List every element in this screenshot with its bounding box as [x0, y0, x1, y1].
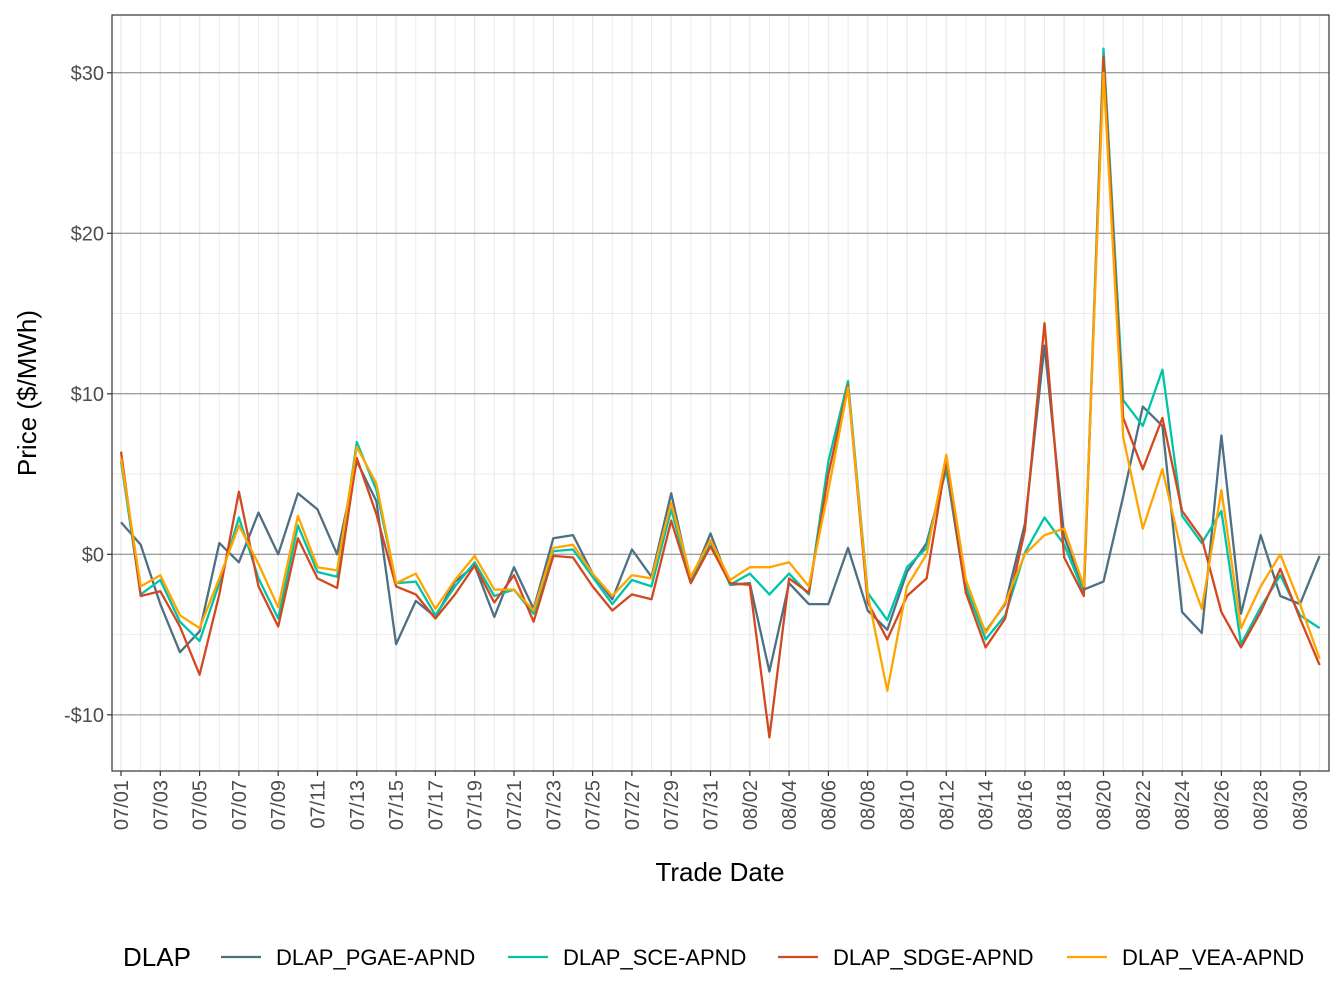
- x-tick-label: 08/24: [1172, 780, 1194, 830]
- y-axis-title: Price ($/MWh): [12, 310, 42, 476]
- x-axis-title: Trade Date: [655, 857, 784, 887]
- y-tick-label: $20: [71, 223, 104, 245]
- x-tick-label: 07/25: [583, 780, 605, 830]
- x-tick-label: 08/08: [858, 780, 880, 830]
- x-tick-label: 07/27: [622, 780, 644, 830]
- legend-label: DLAP_SCE-APND: [563, 945, 746, 970]
- y-tick-label: -$10: [64, 705, 104, 727]
- x-tick-label: 08/16: [1015, 780, 1037, 830]
- x-tick-label: 08/18: [1054, 780, 1076, 830]
- legend-label: DLAP_SDGE-APND: [833, 945, 1034, 970]
- x-tick-label: 08/14: [976, 780, 998, 830]
- x-tick-label: 07/05: [190, 780, 212, 830]
- x-tick-label: 08/20: [1094, 780, 1116, 830]
- x-tick-label: 07/15: [386, 780, 408, 830]
- x-tick-label: 07/19: [465, 780, 487, 830]
- legend-label: DLAP_PGAE-APND: [276, 945, 475, 970]
- x-tick-label: 07/01: [111, 780, 133, 830]
- x-tick-label: 07/09: [268, 780, 290, 830]
- x-tick-label: 08/02: [740, 780, 762, 830]
- x-tick-label: 07/03: [150, 780, 172, 830]
- legend-title: DLAP: [123, 942, 191, 972]
- plot-border: [111, 14, 1330, 772]
- x-axis: 07/01 07/03 07/05 07/07 07/09 07/11 07/13 07/15…: [111, 771, 1312, 830]
- series-line-dlap-sce-apnd: [119, 47, 1321, 646]
- x-tick-label: 08/26: [1211, 780, 1233, 830]
- x-tick-label: 07/13: [347, 780, 369, 830]
- x-tick-label: 07/11: [308, 780, 330, 829]
- y-tick-label: $30: [71, 63, 104, 85]
- y-tick-label: $10: [71, 384, 104, 406]
- x-tick-label: 07/23: [543, 780, 565, 830]
- series-line-dlap-sdge-apnd: [119, 55, 1321, 739]
- legend: DLAP DLAP_PGAE-APND DLAP_SCE-APND DLAP_SDG…: [123, 942, 1304, 972]
- legend-label: DLAP_VEA-APND: [1122, 945, 1304, 970]
- x-tick-label: 08/04: [779, 780, 801, 830]
- x-tick-label: 08/06: [818, 780, 840, 830]
- x-tick-label: 08/22: [1133, 780, 1155, 830]
- x-tick-label: 07/31: [701, 780, 723, 830]
- series-line-dlap-pgae-apnd: [120, 344, 1321, 673]
- x-tick-label: 08/30: [1290, 780, 1312, 830]
- series-lines: [119, 47, 1321, 739]
- y-tick-label: $0: [82, 544, 104, 566]
- series-line-dlap-vea-apnd: [119, 71, 1321, 692]
- x-tick-label: 07/17: [425, 780, 447, 830]
- grid: [112, 15, 1329, 771]
- x-tick-label: 07/29: [661, 780, 683, 830]
- x-tick-label: 08/10: [897, 780, 919, 830]
- y-axis: -$10 $0 $10 $20 $30: [64, 63, 112, 727]
- x-tick-label: 07/07: [229, 780, 251, 830]
- x-tick-label: 07/21: [504, 780, 526, 830]
- x-tick-label: 08/12: [936, 780, 958, 830]
- x-tick-label: 08/28: [1251, 780, 1273, 830]
